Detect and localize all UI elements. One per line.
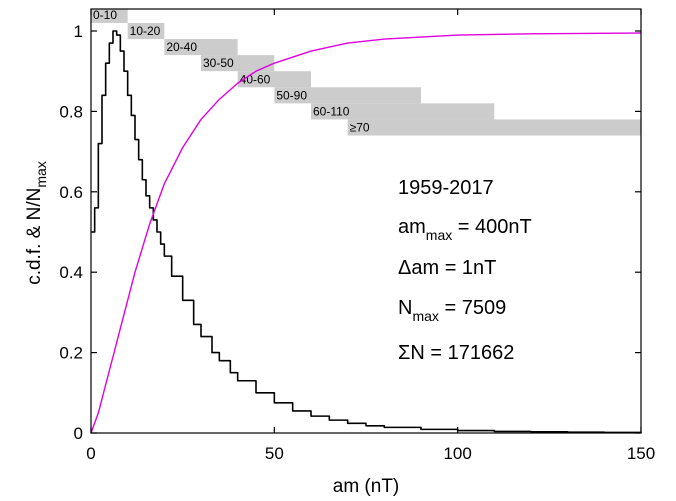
x-tick-label-3: 150 <box>627 444 655 463</box>
y-tick-label-0: 0 <box>74 424 83 443</box>
band-label-6: 60-110 <box>313 104 350 118</box>
band-4 <box>237 71 311 88</box>
band-5 <box>274 87 421 104</box>
annotation-n-max-sub: max <box>412 308 438 324</box>
y-tick-label-2: 0.4 <box>59 263 83 282</box>
band-group: 0-10 10-20 20-40 30-50 40-60 50-90 60-110≥70 <box>91 8 641 136</box>
y-tick-label-5: 1 <box>74 22 83 41</box>
series-line-cdf <box>90 32 642 434</box>
y-tick-label-4: 0.8 <box>59 102 83 121</box>
band-label-5: 50-90 <box>276 88 307 102</box>
plot-frame <box>90 8 642 434</box>
y-axis-title: c.d.f. & N/Nmax <box>24 161 49 285</box>
annotation-period: 1959-2017 <box>398 177 494 199</box>
band-label-1: 10-20 <box>130 24 161 38</box>
band-3 <box>201 55 275 72</box>
band-label-0: 0-10 <box>93 8 117 22</box>
band-2 <box>164 39 238 56</box>
band-label-3: 30-50 <box>203 56 234 70</box>
annotation-am-max: ammax = 400nT <box>398 216 532 243</box>
tick-group: 0 50 100 150 0 0.2 0.4 0.6 0.8 1 <box>59 9 655 463</box>
band-1 <box>127 22 165 40</box>
y-axis-title-sub: max <box>33 161 49 187</box>
band-6 <box>311 103 495 120</box>
x-axis-title: am (nT) <box>333 476 400 497</box>
band-label-4: 40-60 <box>240 72 271 86</box>
annotation-n-max: Nmax = 7509 <box>398 297 506 324</box>
y-tick-label-3: 0.6 <box>59 183 83 202</box>
series-group <box>90 30 642 434</box>
band-0 <box>91 9 128 23</box>
series-line-histogram-step <box>91 30 642 434</box>
x-tick-label-0: 0 <box>86 444 95 463</box>
band-label-7: ≥70 <box>350 121 370 135</box>
band-label-2: 20-40 <box>166 40 197 54</box>
x-tick-label-1: 50 <box>265 444 284 463</box>
x-tick-label-2: 100 <box>443 444 471 463</box>
annotation-am-max-sub: max <box>426 227 452 243</box>
y-tick-label-1: 0.2 <box>59 344 83 363</box>
band-7 <box>347 119 641 136</box>
annotation-delta-am: Δam = 1nT <box>398 257 496 279</box>
annotation-sum-n: ΣN = 171662 <box>398 342 514 364</box>
